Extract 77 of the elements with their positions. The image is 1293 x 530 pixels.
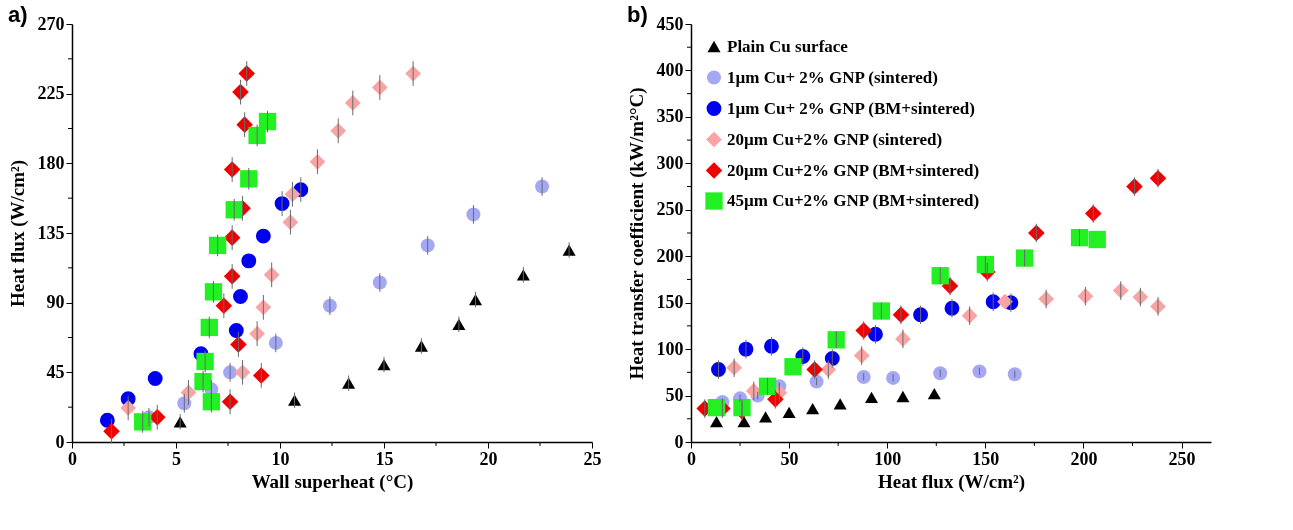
x-axis-title: Heat flux (W/cm²) [877,470,1026,493]
legend-label: 20µm Cu+2% GNP (BM+sintered) [727,160,980,180]
y-tick-label: 350 [656,106,684,127]
point [255,228,271,244]
point [896,390,910,403]
point [764,338,779,354]
x-tick-label: 250 [1168,448,1196,469]
chart-title: b) [627,2,648,27]
y-tick-label: 90 [46,292,65,313]
y-tick-label: 225 [37,83,65,104]
y-tick-label: 200 [656,245,684,266]
legend-label: 1µm Cu+ 2% GNP (sintered) [727,67,938,87]
y-tick-label: 450 [656,13,684,34]
point [827,331,845,349]
y-tick-label: 270 [37,13,65,34]
chart-title: a) [8,2,28,27]
y-tick-label: 135 [37,222,65,243]
point [208,236,227,255]
point [711,362,726,377]
legend-label: 1µm Cu+ 2% GNP (BM+sintered) [727,98,975,118]
x-tick-label: 15 [375,448,394,469]
point [809,374,824,389]
point [913,307,929,323]
point [240,170,258,188]
y-tick-label: 400 [656,59,684,80]
point [1015,249,1034,267]
point [872,302,890,320]
y-tick-label: 250 [656,199,684,220]
y-tick-label: 100 [656,338,684,359]
point [202,393,221,411]
point [997,293,1013,310]
point [707,398,726,417]
point [147,371,163,386]
point [782,406,796,418]
x-axis-title: Wall superheat (°C) [251,470,414,493]
point [200,318,218,337]
y-tick-label: 150 [656,292,684,313]
point [258,112,277,131]
y-axis-title: Heat transfer coefficient (kW/m²°C) [625,87,648,380]
y-tick-label: 180 [37,152,65,173]
legend-label: Plain Cu surface [727,36,849,56]
point [865,391,879,404]
legend-label: 45µm Cu+2% GNP (BM+sintered) [727,191,980,210]
x-tick-label: 50 [780,448,799,469]
point [233,289,248,304]
y-tick-label: 0 [674,431,684,452]
point [931,267,949,285]
x-tick-label: 100 [874,448,902,469]
x-tick-label: 150 [972,448,1000,469]
y-tick-label: 45 [46,361,65,382]
point [1007,367,1022,382]
x-tick-label: 10 [271,448,290,469]
x-tick-label: 25 [583,448,602,469]
point [976,255,994,274]
y-tick-label: 300 [656,152,684,173]
point [709,415,724,428]
legend-label: 20µm Cu+2% GNP (sintered) [727,129,943,149]
point [972,364,987,379]
point [204,283,223,301]
y-axis-title: Heat flux (W/cm²) [6,159,29,308]
point [927,388,941,400]
point [933,366,948,381]
point [784,358,802,376]
point [759,411,773,423]
x-tick-label: 20 [479,448,498,469]
y-tick-label: 50 [665,385,684,406]
x-tick-label: 200 [1070,448,1098,469]
point [1088,230,1106,249]
point [268,335,283,350]
point [833,398,847,410]
point [228,323,244,338]
y-tick-label: 0 [55,431,65,452]
point [1070,228,1089,247]
x-tick-label: 5 [172,448,181,469]
point [806,402,820,415]
point [241,253,257,269]
point [856,369,871,384]
